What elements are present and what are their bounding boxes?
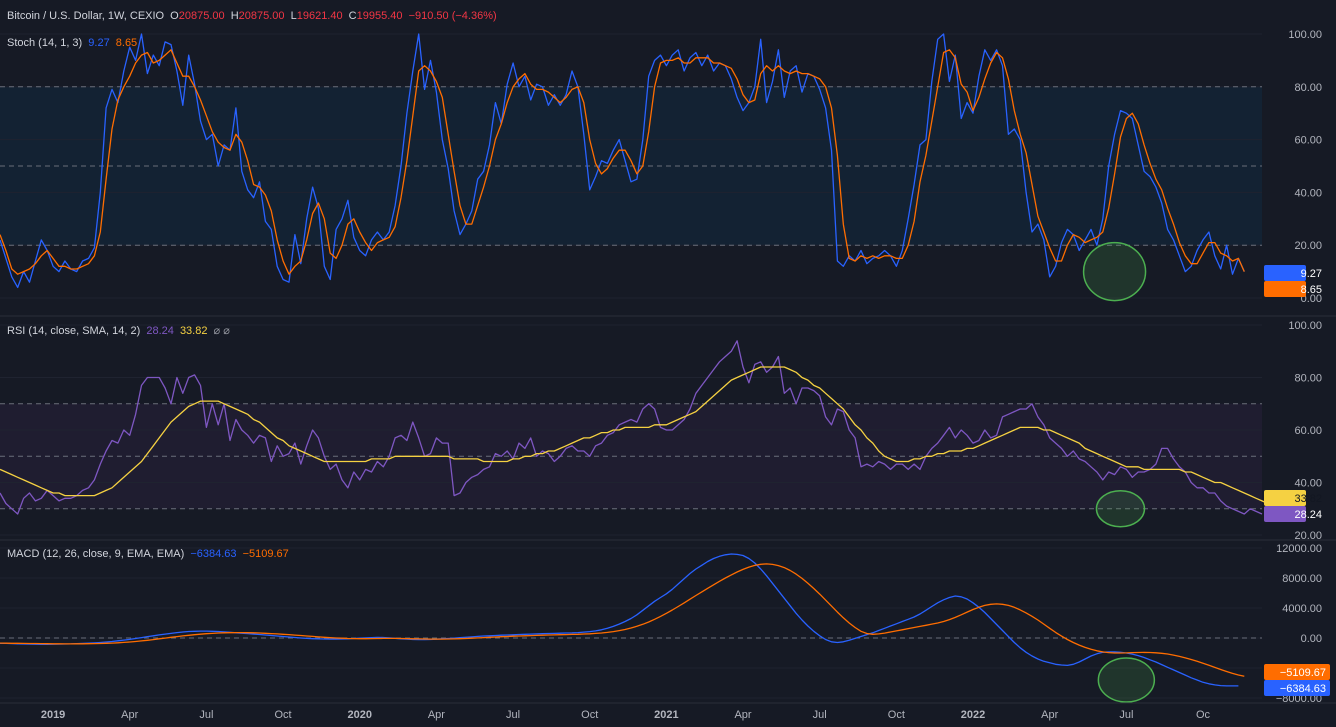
series-line-ma[interactable] <box>0 366 1286 510</box>
y-tick-label: 20.00 <box>1294 240 1322 252</box>
y-tick-label: 60.00 <box>1294 135 1322 147</box>
rsi-legend[interactable]: RSI (14, close, SMA, 14, 2) 28.24 33.82 … <box>7 324 233 337</box>
series-line--d[interactable] <box>0 49 1245 275</box>
time-axis-label: Apr <box>1041 709 1058 721</box>
open-value: 20875.00 <box>178 10 225 22</box>
macd-legend[interactable]: MACD (12, 26, close, 9, EMA, EMA) −6384.… <box>7 548 292 560</box>
stoch-d-badge: 8.65 <box>1301 284 1322 296</box>
y-tick-label: 12000.00 <box>1276 543 1322 555</box>
rsi-ma-badge-bg <box>1264 490 1306 506</box>
series-line-rsi[interactable] <box>0 340 1263 515</box>
y-tick-label: 20.00 <box>1294 530 1322 542</box>
rsi-value: 28.24 <box>146 325 174 337</box>
macd-signal-value: −5109.67 <box>242 548 289 560</box>
stoch-legend[interactable]: Stoch (14, 1, 3) 9.27 8.65 <box>7 37 140 49</box>
stoch-label: Stoch (14, 1, 3) <box>7 37 83 49</box>
close-value: 19955.40 <box>356 10 403 22</box>
y-tick-label: 100.00 <box>1288 320 1322 332</box>
stoch-d-badge-bg <box>1264 281 1306 297</box>
series-line-signal[interactable] <box>0 563 1245 677</box>
macd-label: MACD (12, 26, close, 9, EMA, EMA) <box>7 548 185 560</box>
rsi-badge-bg <box>1264 506 1306 522</box>
y-tick-label: 60.00 <box>1294 425 1322 437</box>
y-tick-label: 80.00 <box>1294 373 1322 385</box>
low-value: 19621.40 <box>296 10 343 22</box>
y-tick-label: 8000.00 <box>1282 573 1322 585</box>
time-axis-label: Apr <box>428 709 445 721</box>
macd-signal-badge: −5109.67 <box>1280 667 1326 679</box>
stoch-d-value: 8.65 <box>115 37 138 49</box>
high-label: H <box>230 10 239 22</box>
highlight-circle <box>1082 241 1147 302</box>
time-axis-label: Oct <box>275 709 292 721</box>
time-axis-label: Jul <box>506 709 520 721</box>
y-tick-label: 40.00 <box>1294 478 1322 490</box>
series-line-macd[interactable] <box>0 553 1239 687</box>
time-axis-label: Jul <box>813 709 827 721</box>
macd-badge-bg <box>1264 680 1330 696</box>
rsi-extra: ⌀ ⌀ <box>213 325 230 337</box>
high-value: 20875.00 <box>238 10 285 22</box>
time-axis-label: Apr <box>734 709 751 721</box>
stoch-k-badge-bg <box>1264 265 1306 281</box>
change-value: −910.50 (−4.36%) <box>408 10 497 22</box>
low-label: L <box>290 10 297 22</box>
time-axis-label: Oct <box>581 709 598 721</box>
y-tick-label: 100.00 <box>1288 29 1322 41</box>
highlight-circle <box>1097 657 1156 703</box>
close-label: C <box>348 10 357 22</box>
y-tick-label: 4000.00 <box>1282 603 1322 615</box>
y-tick-label: 0.00 <box>1301 293 1322 305</box>
rsi-label: RSI (14, close, SMA, 14, 2) <box>7 325 141 337</box>
macd-signal-badge-bg <box>1264 664 1330 680</box>
time-axis-label: Jul <box>199 709 213 721</box>
time-axis-label: 2020 <box>347 709 371 721</box>
time-axis-label: Oct <box>888 709 905 721</box>
time-axis-label: 2019 <box>41 709 65 721</box>
time-axis-label: Jul <box>1119 709 1133 721</box>
macd-badge: −6384.63 <box>1280 683 1326 695</box>
stoch-k-badge: 9.27 <box>1301 268 1322 280</box>
y-tick-label: 80.00 <box>1294 82 1322 94</box>
rsi-ma-value: 33.82 <box>179 325 208 337</box>
y-tick-label: 40.00 <box>1294 187 1322 199</box>
rsi-badge: 28.24 <box>1294 509 1322 521</box>
symbol-header: Bitcoin / U.S. Dollar, 1W, CEXIO O20875.… <box>7 10 500 22</box>
highlight-circle <box>1095 490 1146 528</box>
stoch-k-value: 9.27 <box>88 37 110 49</box>
time-axis-label: 2021 <box>654 709 678 721</box>
time-axis-label: Apr <box>121 709 138 721</box>
symbol-title: Bitcoin / U.S. Dollar, 1W, CEXIO <box>7 10 165 22</box>
time-axis-label: Oc <box>1196 709 1211 721</box>
open-label: O <box>170 10 179 22</box>
y-tick-label: 0.00 <box>1301 633 1322 645</box>
rsi-ma-badge: 33.82 <box>1294 493 1322 505</box>
macd-value: −6384.63 <box>190 548 237 560</box>
time-axis-label: 2022 <box>961 709 985 721</box>
